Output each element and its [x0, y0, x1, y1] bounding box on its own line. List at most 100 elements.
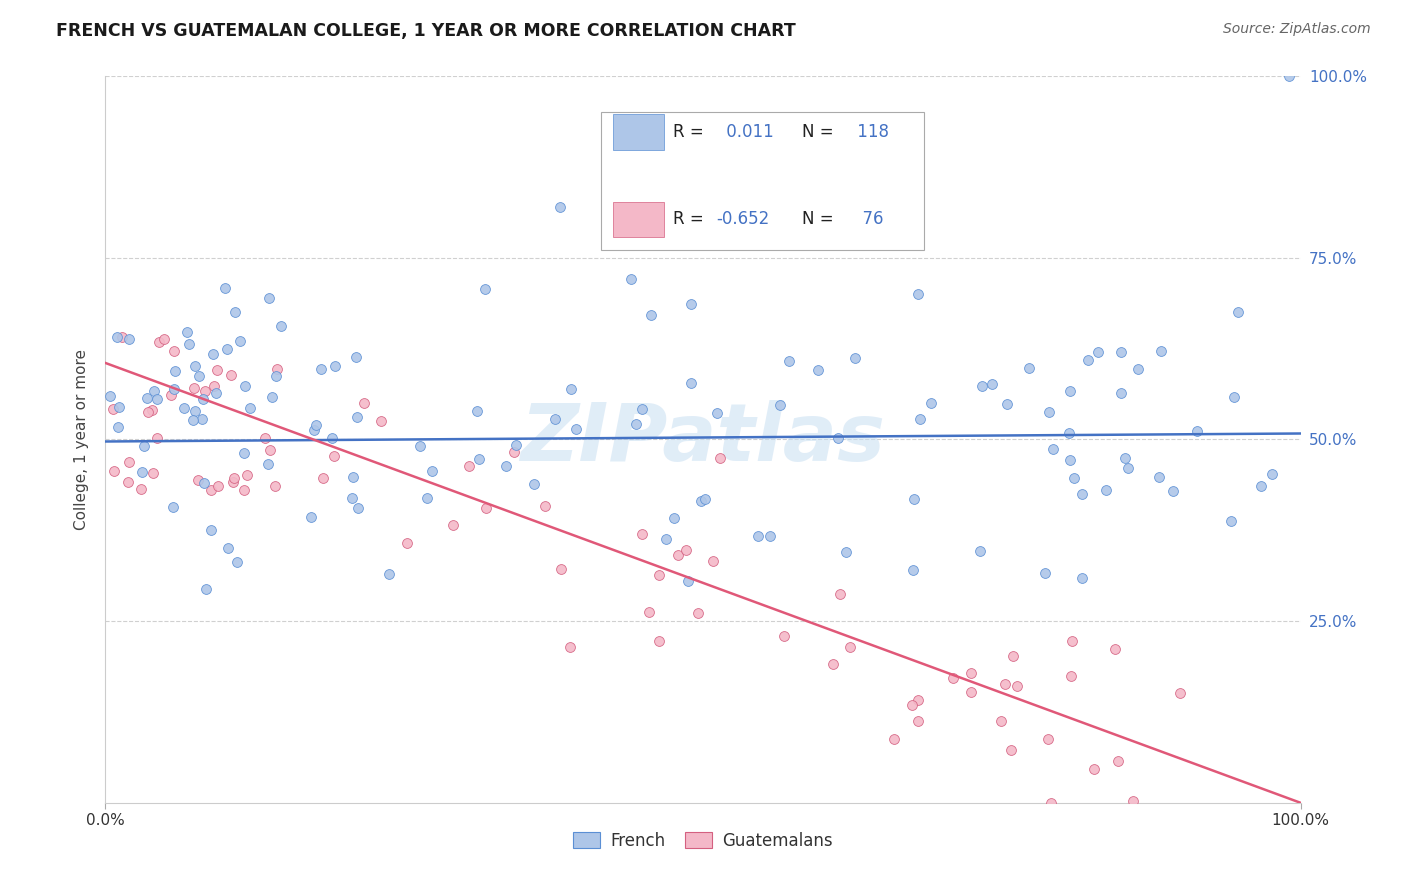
Point [98, 389, 121, 403]
Point [1062, 633, 1084, 648]
Point [200, 523, 222, 537]
Point [217, 541, 239, 556]
Point [907, 693, 929, 707]
Point [558, 640, 581, 655]
Point [502, 445, 524, 459]
Point [136, 405, 159, 419]
Point [202, 379, 225, 393]
Point [135, 392, 157, 406]
Point [1111, 345, 1133, 359]
Point [183, 381, 205, 395]
Point [994, 677, 1017, 691]
Point [920, 396, 942, 410]
Point [257, 457, 280, 471]
Point [1007, 679, 1029, 693]
Point [194, 582, 217, 596]
Point [309, 362, 332, 376]
Point [980, 377, 1002, 392]
Point [1018, 361, 1040, 376]
Point [187, 473, 209, 487]
Point [1059, 452, 1081, 467]
Point [162, 500, 184, 514]
Point [233, 378, 256, 392]
Point [640, 308, 662, 322]
Point [107, 419, 129, 434]
Point [205, 386, 228, 401]
Point [416, 491, 439, 506]
Point [900, 698, 922, 712]
Point [1223, 390, 1246, 404]
Point [997, 397, 1019, 411]
Point [131, 465, 153, 479]
Point [264, 369, 287, 384]
Point [323, 359, 346, 373]
Point [474, 282, 496, 296]
Point [302, 423, 325, 437]
Point [238, 401, 260, 415]
Point [146, 392, 169, 406]
Point [420, 463, 443, 477]
Point [807, 363, 830, 377]
Point [679, 376, 702, 390]
Point [1059, 384, 1081, 398]
Point [111, 329, 134, 343]
Point [1042, 442, 1064, 456]
Point [142, 384, 165, 398]
Point [370, 414, 392, 428]
Point [222, 475, 245, 489]
Point [117, 475, 139, 490]
Point [1063, 471, 1085, 485]
Point [346, 500, 368, 515]
Point [1036, 732, 1059, 747]
Point [522, 477, 544, 491]
Point [648, 567, 671, 582]
Point [152, 332, 174, 346]
Point [312, 471, 335, 485]
Point [468, 452, 491, 467]
Point [105, 329, 128, 343]
Text: N =: N = [803, 210, 834, 228]
Point [233, 483, 256, 497]
Point [270, 319, 292, 334]
Point [550, 562, 572, 576]
Point [1227, 305, 1250, 319]
Point [990, 714, 1012, 729]
Point [342, 491, 364, 505]
Text: -0.652: -0.652 [716, 210, 769, 228]
Point [322, 449, 344, 463]
Text: R =: R = [673, 210, 704, 228]
Point [321, 431, 343, 445]
Point [205, 363, 228, 377]
Point [835, 545, 858, 559]
FancyBboxPatch shape [613, 114, 664, 150]
Point [907, 714, 929, 728]
Point [1071, 571, 1094, 585]
Point [1060, 668, 1083, 682]
Point [565, 422, 588, 436]
Point [229, 334, 252, 349]
Point [183, 413, 205, 427]
Point [191, 412, 214, 426]
Point [827, 431, 849, 445]
Point [778, 353, 800, 368]
Point [253, 431, 276, 445]
Point [129, 482, 152, 496]
Point [1107, 754, 1129, 768]
Point [188, 369, 211, 384]
Point [108, 400, 131, 414]
Point [193, 475, 215, 490]
Point [1187, 424, 1209, 438]
Point [686, 606, 709, 620]
Y-axis label: College, 1 year or more: College, 1 year or more [75, 349, 90, 530]
Point [830, 587, 852, 601]
Point [942, 672, 965, 686]
Point [495, 458, 517, 473]
Point [224, 305, 246, 319]
Point [441, 517, 464, 532]
Point [638, 605, 661, 619]
Point [101, 401, 124, 416]
Point [395, 535, 418, 549]
Point [1220, 514, 1243, 528]
Point [1059, 425, 1081, 440]
Point [457, 458, 479, 473]
